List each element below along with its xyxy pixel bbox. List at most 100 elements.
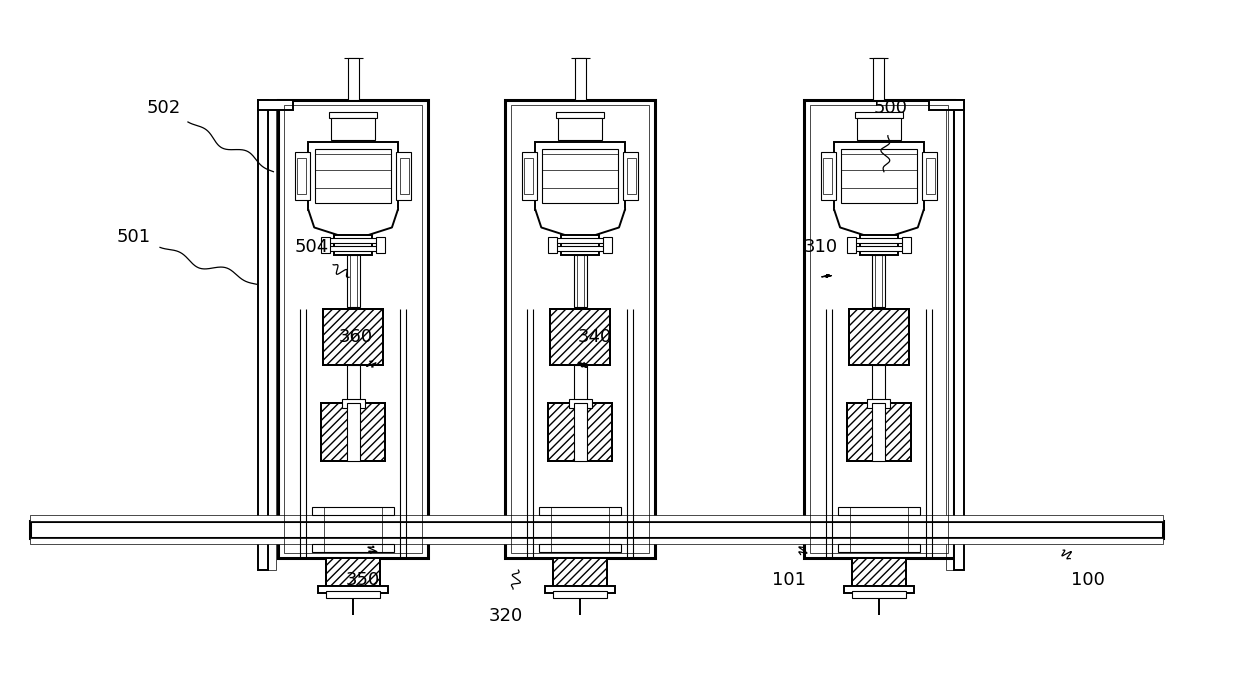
Bar <box>603 238 613 254</box>
Bar <box>873 256 885 307</box>
Bar <box>851 238 906 243</box>
Bar <box>342 399 365 408</box>
Polygon shape <box>835 209 924 236</box>
Bar <box>325 246 381 251</box>
Bar <box>852 591 906 598</box>
Bar <box>574 403 587 460</box>
Bar <box>873 58 884 100</box>
Bar <box>849 309 909 365</box>
Bar <box>396 152 410 200</box>
Bar <box>548 238 557 254</box>
Bar <box>551 309 610 365</box>
Bar <box>548 403 613 460</box>
Bar <box>847 403 911 460</box>
Bar <box>838 544 920 552</box>
Bar <box>851 246 906 251</box>
Bar <box>873 403 885 460</box>
Bar <box>324 309 383 365</box>
Bar <box>329 112 377 118</box>
Bar <box>319 586 388 593</box>
Bar <box>334 236 372 256</box>
Polygon shape <box>309 209 398 236</box>
Bar <box>810 105 949 553</box>
Bar <box>835 142 924 209</box>
Bar <box>847 403 911 460</box>
Text: 320: 320 <box>489 607 522 625</box>
Bar <box>551 309 610 365</box>
Bar <box>324 309 383 365</box>
Bar <box>852 558 906 586</box>
Bar <box>284 105 423 553</box>
Bar <box>511 105 650 553</box>
Bar <box>331 118 374 140</box>
Bar <box>321 403 384 460</box>
Bar <box>901 238 911 254</box>
Bar <box>553 558 608 586</box>
Bar <box>347 256 360 307</box>
Bar <box>347 365 360 401</box>
Bar <box>548 403 613 460</box>
Bar <box>558 118 603 140</box>
Bar <box>553 591 608 598</box>
Text: 500: 500 <box>874 99 908 117</box>
Bar <box>376 238 384 254</box>
Bar <box>525 158 533 194</box>
Bar <box>873 365 885 401</box>
Text: 350: 350 <box>346 571 381 589</box>
Bar <box>805 100 954 558</box>
Bar <box>838 507 920 515</box>
Text: 360: 360 <box>339 328 373 346</box>
Bar <box>552 238 608 243</box>
Bar <box>574 58 585 100</box>
Text: 340: 340 <box>578 328 613 346</box>
Bar <box>268 100 277 570</box>
Text: 501: 501 <box>117 229 151 247</box>
Bar <box>312 544 394 552</box>
Bar <box>929 100 963 110</box>
Bar <box>552 246 608 251</box>
Bar <box>321 403 384 460</box>
Bar <box>921 152 936 200</box>
Bar <box>258 100 294 110</box>
Bar <box>539 507 621 515</box>
Bar <box>849 309 909 365</box>
Bar <box>868 399 890 408</box>
Bar <box>557 112 604 118</box>
Bar <box>847 238 856 254</box>
Text: 310: 310 <box>804 238 838 256</box>
Bar <box>946 100 954 570</box>
Bar <box>315 149 391 203</box>
Bar <box>279 100 428 558</box>
Bar <box>326 558 379 586</box>
Bar <box>574 256 587 307</box>
Bar <box>574 365 587 401</box>
Bar <box>325 238 381 243</box>
Bar <box>298 158 306 194</box>
Bar <box>821 152 836 200</box>
Text: 502: 502 <box>146 99 181 117</box>
Bar <box>347 403 360 460</box>
Bar <box>312 507 394 515</box>
Bar <box>861 236 898 256</box>
Bar <box>857 118 901 140</box>
Bar <box>627 158 636 194</box>
Bar <box>562 236 599 256</box>
Bar <box>536 142 625 209</box>
Bar <box>399 158 409 194</box>
Bar <box>823 158 832 194</box>
Bar <box>31 515 1163 522</box>
Polygon shape <box>536 209 625 236</box>
Bar <box>553 558 608 586</box>
Bar <box>326 558 379 586</box>
Bar <box>954 100 963 570</box>
Bar <box>542 149 618 203</box>
Bar <box>926 158 935 194</box>
Bar <box>31 522 1163 538</box>
Bar <box>309 142 398 209</box>
Bar <box>321 238 330 254</box>
Bar <box>326 591 379 598</box>
Bar <box>539 544 621 552</box>
Text: 101: 101 <box>773 571 806 589</box>
Bar <box>852 558 906 586</box>
Bar <box>295 152 310 200</box>
